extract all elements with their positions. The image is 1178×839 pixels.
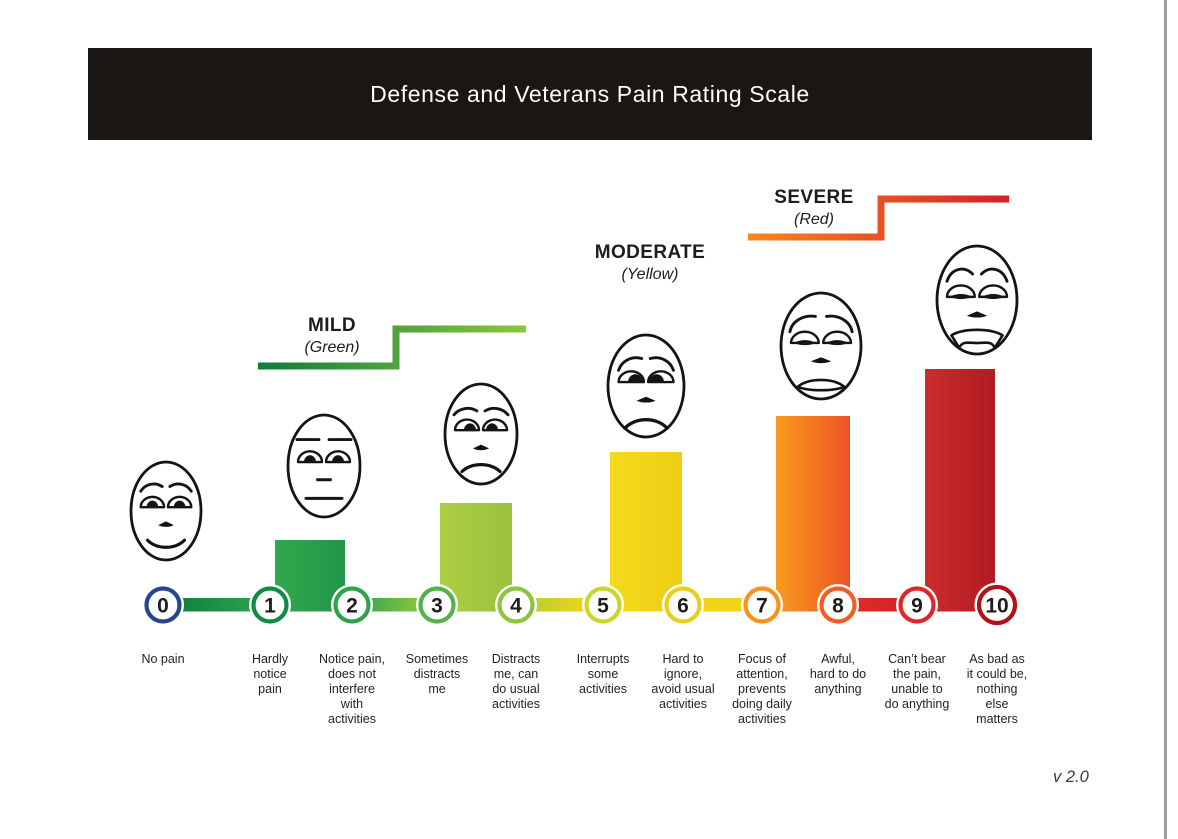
- scale-ring-9: [898, 586, 936, 624]
- point-description-10: As bad as it could be, nothing else matt…: [966, 652, 1028, 726]
- point-description-9: Can’t bear the pain, unable to do anythi…: [884, 652, 950, 711]
- connector-2-3: [368, 598, 421, 612]
- point-description-5: Interrupts some activities: [576, 652, 630, 696]
- scale-ring-6: [664, 586, 702, 624]
- band-color-note-mild: (Green): [304, 339, 359, 356]
- point-description-8: Awful, hard to do anything: [809, 652, 867, 696]
- point-description-1: Hardly notice pain: [251, 652, 289, 696]
- scale-number-8: 8: [832, 595, 844, 618]
- point-description-6: Hard to ignore, avoid usual activities: [651, 652, 715, 711]
- scale-number-6: 6: [677, 595, 689, 618]
- band-name-mild: MILD: [308, 315, 356, 336]
- scale-point-6: 6: [662, 584, 704, 626]
- scale-point-10: 10: [974, 582, 1020, 628]
- scale-point-8: 8: [817, 584, 859, 626]
- scale-ring-2: [333, 586, 371, 624]
- point-description-7: Focus of attention, prevents doing daily…: [732, 652, 792, 726]
- scale-ring-4: [497, 586, 535, 624]
- connector-4-5: [532, 598, 588, 612]
- band-color-note-moderate: (Yellow): [622, 266, 679, 283]
- band-color-note-severe: (Red): [794, 211, 834, 228]
- scale-point-3: 3: [416, 584, 458, 626]
- bar-9-10: [925, 369, 995, 612]
- band-line-mild: [258, 325, 526, 370]
- page-title: Defense and Veterans Pain Rating Scale: [370, 80, 810, 107]
- sad-face-icon: [608, 335, 684, 437]
- scale-point-1: 1: [249, 584, 291, 626]
- band-name-moderate: MODERATE: [595, 242, 706, 263]
- point-description-0: No pain: [141, 652, 185, 666]
- scale-ring-1: [251, 586, 289, 624]
- scale-point-5: 5: [582, 584, 624, 626]
- happy-face-icon: [131, 462, 201, 560]
- connector-0-1: [180, 598, 255, 612]
- connector-6-7: [699, 598, 746, 612]
- scale-ring-0: [144, 586, 182, 624]
- neutral-face-icon: [288, 415, 360, 517]
- scale-ring-8: [819, 586, 857, 624]
- scale-number-1: 1: [264, 595, 276, 618]
- band-name-severe: SEVERE: [774, 187, 854, 208]
- scale-number-0: 0: [157, 595, 169, 618]
- band-line-severe: [748, 195, 1009, 241]
- scale-number-10: 10: [985, 595, 1008, 618]
- scale-point-4: 4: [495, 584, 537, 626]
- scale-point-9: 9: [896, 584, 938, 626]
- distressed-face-icon: [781, 293, 861, 399]
- scale-number-3: 3: [431, 595, 443, 618]
- point-description-4: Distracts me, can do usual activities: [491, 652, 541, 711]
- scale-number-4: 4: [510, 595, 522, 618]
- version-label: v 2.0: [1053, 768, 1089, 786]
- bar-7-8: [776, 416, 850, 612]
- scale-number-9: 9: [911, 595, 923, 618]
- page-edge-line: [1164, 0, 1167, 839]
- connector-8-9: [855, 598, 901, 612]
- scale-ring-5: [584, 586, 622, 624]
- scale-number-2: 2: [346, 595, 358, 618]
- scale-ring-3: [418, 586, 456, 624]
- scale-point-2: 2: [331, 584, 373, 626]
- concerned-face-icon: [445, 384, 517, 484]
- point-description-3: Sometimes distracts me: [405, 652, 469, 696]
- scale-number-7: 7: [756, 595, 768, 618]
- scale-point-0: 0: [142, 584, 184, 626]
- scale-ring-10: [976, 584, 1018, 626]
- bar-5-6: [610, 452, 682, 612]
- agonized-face-icon: [937, 246, 1017, 354]
- scale-ring-7: [743, 586, 781, 624]
- title-banner: Defense and Veterans Pain Rating Scale: [88, 48, 1092, 140]
- point-description-2: Notice pain, does not interfere with act…: [318, 652, 385, 726]
- scale-point-7: 7: [741, 584, 783, 626]
- scale-number-5: 5: [597, 595, 609, 618]
